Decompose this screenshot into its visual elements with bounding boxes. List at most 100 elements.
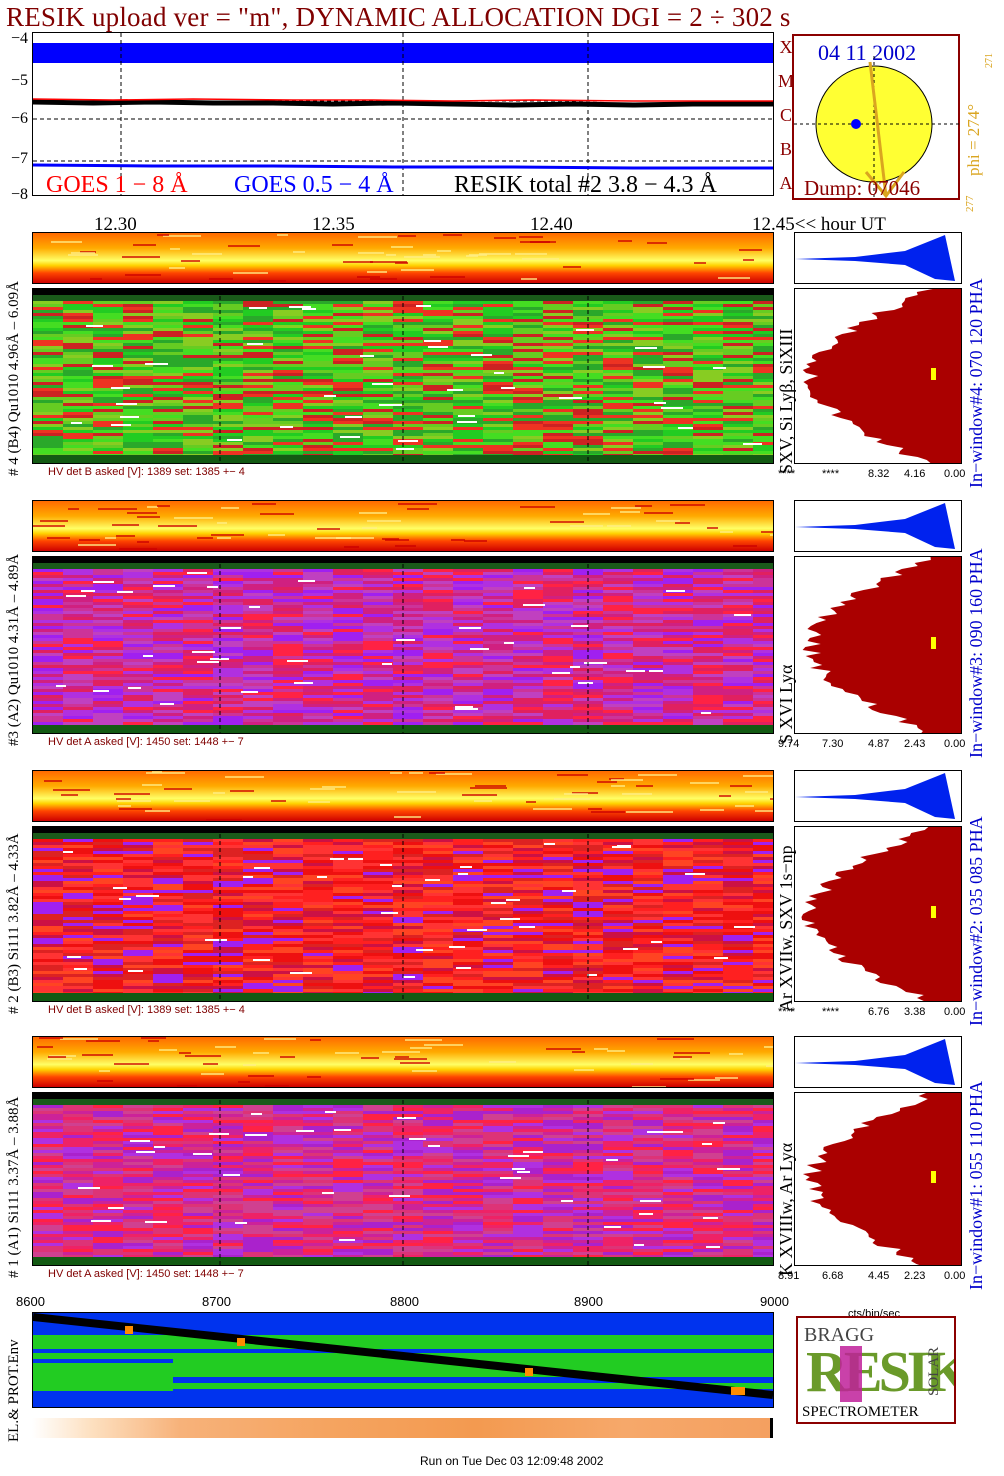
heat-cell <box>153 842 183 845</box>
heat-cell <box>543 704 573 707</box>
heat-cell <box>333 716 363 719</box>
heat-cell <box>363 971 393 974</box>
heat-cell <box>333 370 363 373</box>
heat-cell <box>153 445 183 448</box>
heat-cell <box>243 668 273 671</box>
heat-cell <box>543 593 573 596</box>
heat-cell <box>123 671 153 674</box>
spectrum-axis-tick: **** <box>822 1006 840 1018</box>
heat-cell <box>93 674 123 677</box>
heat-highlight <box>635 347 657 349</box>
heat-cell <box>393 986 423 989</box>
heat-cell <box>63 575 93 578</box>
heat-cell <box>633 971 663 974</box>
heat-cell <box>603 944 633 947</box>
heat-cell <box>33 578 63 581</box>
heat-cell <box>513 578 543 581</box>
heat-cell <box>93 665 123 668</box>
heat-cell <box>213 668 243 671</box>
heat-cell <box>393 1001 423 1002</box>
heat-cell <box>303 947 333 950</box>
heat-cell <box>543 677 573 680</box>
heat-cell <box>93 977 123 980</box>
heat-cell <box>243 617 273 620</box>
heat-cell <box>363 893 393 896</box>
heat-cell <box>213 683 243 686</box>
heat-cell <box>483 463 513 464</box>
heat-cell <box>213 442 243 445</box>
heat-cell <box>633 956 663 959</box>
heat-cell <box>183 412 213 415</box>
heat-cell <box>543 367 573 370</box>
heat-cell <box>273 665 303 668</box>
heat-cell <box>393 710 423 713</box>
heat-cell <box>363 707 393 710</box>
heat-cell <box>123 355 153 358</box>
heat-cell <box>633 857 663 860</box>
heat-cell <box>543 301 573 304</box>
heat-cell <box>633 358 663 361</box>
heat-cell <box>63 403 93 406</box>
heat-cell <box>603 385 633 388</box>
heat-cell <box>243 887 273 890</box>
heat-cell <box>543 394 573 397</box>
heat-highlight <box>734 614 751 616</box>
heat-cell <box>183 668 213 671</box>
heat-cell <box>591 811 625 813</box>
heat-cell <box>693 430 723 433</box>
heat-cell <box>303 842 333 845</box>
heat-cell <box>273 893 303 896</box>
heat-cell <box>93 397 123 400</box>
heat-cell <box>183 926 213 929</box>
heat-cell <box>213 433 243 436</box>
heat-cell <box>183 845 213 848</box>
heat-cell <box>123 301 153 304</box>
heat-cell <box>93 569 123 572</box>
panel-heatmap <box>33 557 773 733</box>
heat-cell <box>423 632 453 635</box>
heat-cell <box>63 328 93 331</box>
heat-cell <box>363 316 393 319</box>
heat-cell <box>363 686 393 689</box>
heat-cell <box>333 872 363 875</box>
heat-cell <box>693 923 723 926</box>
panel-spectrogram <box>32 556 774 734</box>
heat-cell <box>483 977 513 980</box>
heat-cell <box>543 629 573 632</box>
heat-cell <box>33 842 63 845</box>
heat-cell <box>393 325 423 328</box>
heat-cell <box>273 689 303 692</box>
heat-cell <box>63 436 93 439</box>
heat-cell <box>273 427 303 430</box>
heat-cell <box>363 611 393 614</box>
heat-cell <box>423 316 453 319</box>
heat-cell <box>423 851 453 854</box>
heat-cell <box>363 908 393 911</box>
heat-cell <box>303 587 333 590</box>
heat-cell <box>573 596 603 599</box>
heat-cell <box>603 448 633 451</box>
heat-cell <box>393 415 423 418</box>
heat-cell <box>363 683 393 686</box>
heat-cell <box>723 911 753 914</box>
spectrum-axis-tick: 0.00 <box>944 738 966 750</box>
heat-cell <box>723 875 753 878</box>
heat-cell <box>293 251 305 253</box>
heat-cell <box>93 914 123 917</box>
heat-cell <box>213 962 243 965</box>
heat-cell <box>86 1040 120 1042</box>
heat-cell <box>213 647 243 650</box>
heat-cell <box>153 620 183 623</box>
heat-cell <box>723 379 753 382</box>
heat-cell <box>723 968 753 971</box>
heat-cell <box>63 364 93 367</box>
heat-cell <box>93 935 123 938</box>
spectrum-axis-tick: 6.76 <box>868 1006 890 1018</box>
heat-cell <box>243 671 273 674</box>
heat-cell <box>753 695 773 698</box>
panel-window-label: In−window#2: 035 085 PHA <box>966 816 986 1026</box>
heat-cell <box>333 674 363 677</box>
heat-cell <box>513 839 543 842</box>
heat-cell <box>693 415 723 418</box>
heat-cell <box>33 385 63 388</box>
